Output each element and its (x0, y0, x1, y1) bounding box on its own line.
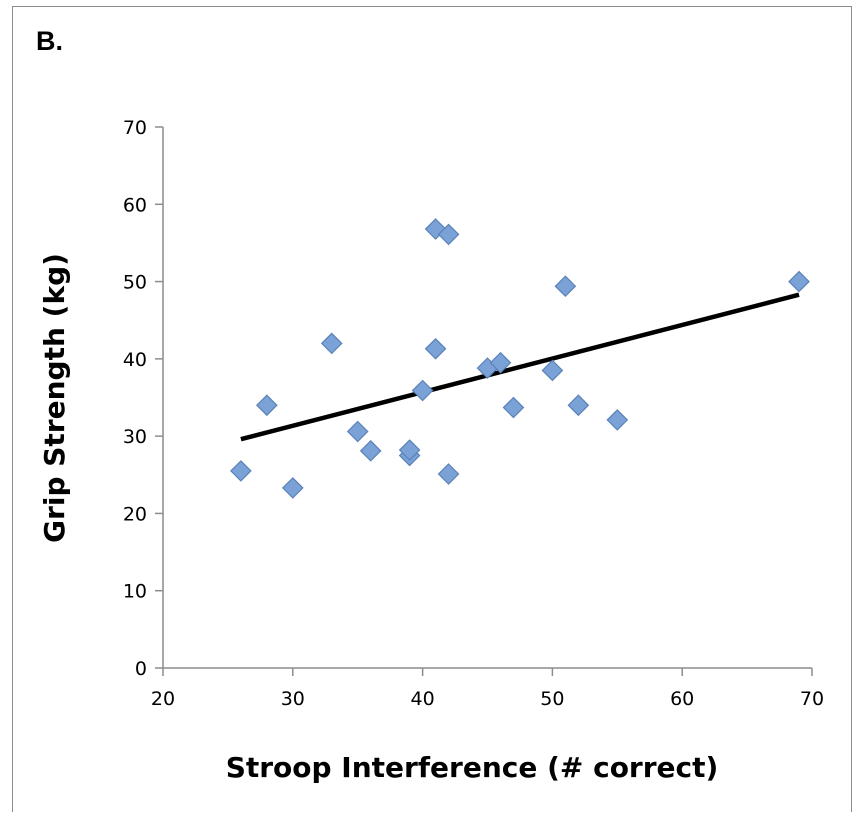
data-point (567, 394, 590, 417)
y-tick-label: 20 (123, 503, 147, 525)
data-point (606, 409, 629, 431)
y-tick-label: 60 (123, 194, 147, 216)
axes: 0 10 20 30 40 50 60 70 20 30 40 50 60 70 (123, 117, 824, 710)
x-tick-label: 20 (151, 688, 175, 710)
data-point (788, 270, 810, 293)
x-tick-label: 40 (411, 688, 435, 710)
chart-frame (12, 6, 852, 812)
data-point (554, 275, 577, 298)
y-tick-label: 0 (135, 658, 147, 680)
x-tick-label: 30 (281, 688, 305, 710)
data-point (359, 439, 382, 462)
data-point (502, 396, 525, 419)
y-tick-label: 30 (123, 426, 147, 448)
data-point (411, 379, 434, 402)
data-point (398, 439, 421, 461)
data-point (281, 477, 304, 499)
points-group (230, 218, 810, 499)
y-tick-label: 40 (123, 349, 147, 371)
trendline-group (240, 292, 800, 442)
trendline (240, 292, 800, 442)
data-point (255, 394, 278, 417)
x-axis-title: Stroop Interference (# correct) (226, 751, 719, 784)
x-tick-label: 60 (670, 688, 694, 710)
panel-label: B. (36, 26, 63, 56)
data-point (489, 351, 512, 374)
data-point (424, 337, 447, 360)
y-axis-title: Grip Strength (kg) (38, 253, 71, 543)
x-tick-label: 50 (540, 688, 564, 710)
data-point (346, 420, 369, 443)
data-point (437, 223, 460, 246)
data-point (437, 463, 460, 485)
data-point (230, 460, 252, 482)
data-point (541, 359, 564, 382)
x-tick-label: 70 (800, 688, 824, 710)
y-tick-label: 10 (123, 581, 147, 603)
y-tick-label: 50 (123, 272, 147, 294)
data-point (320, 332, 343, 355)
y-tick-label: 70 (123, 117, 147, 139)
